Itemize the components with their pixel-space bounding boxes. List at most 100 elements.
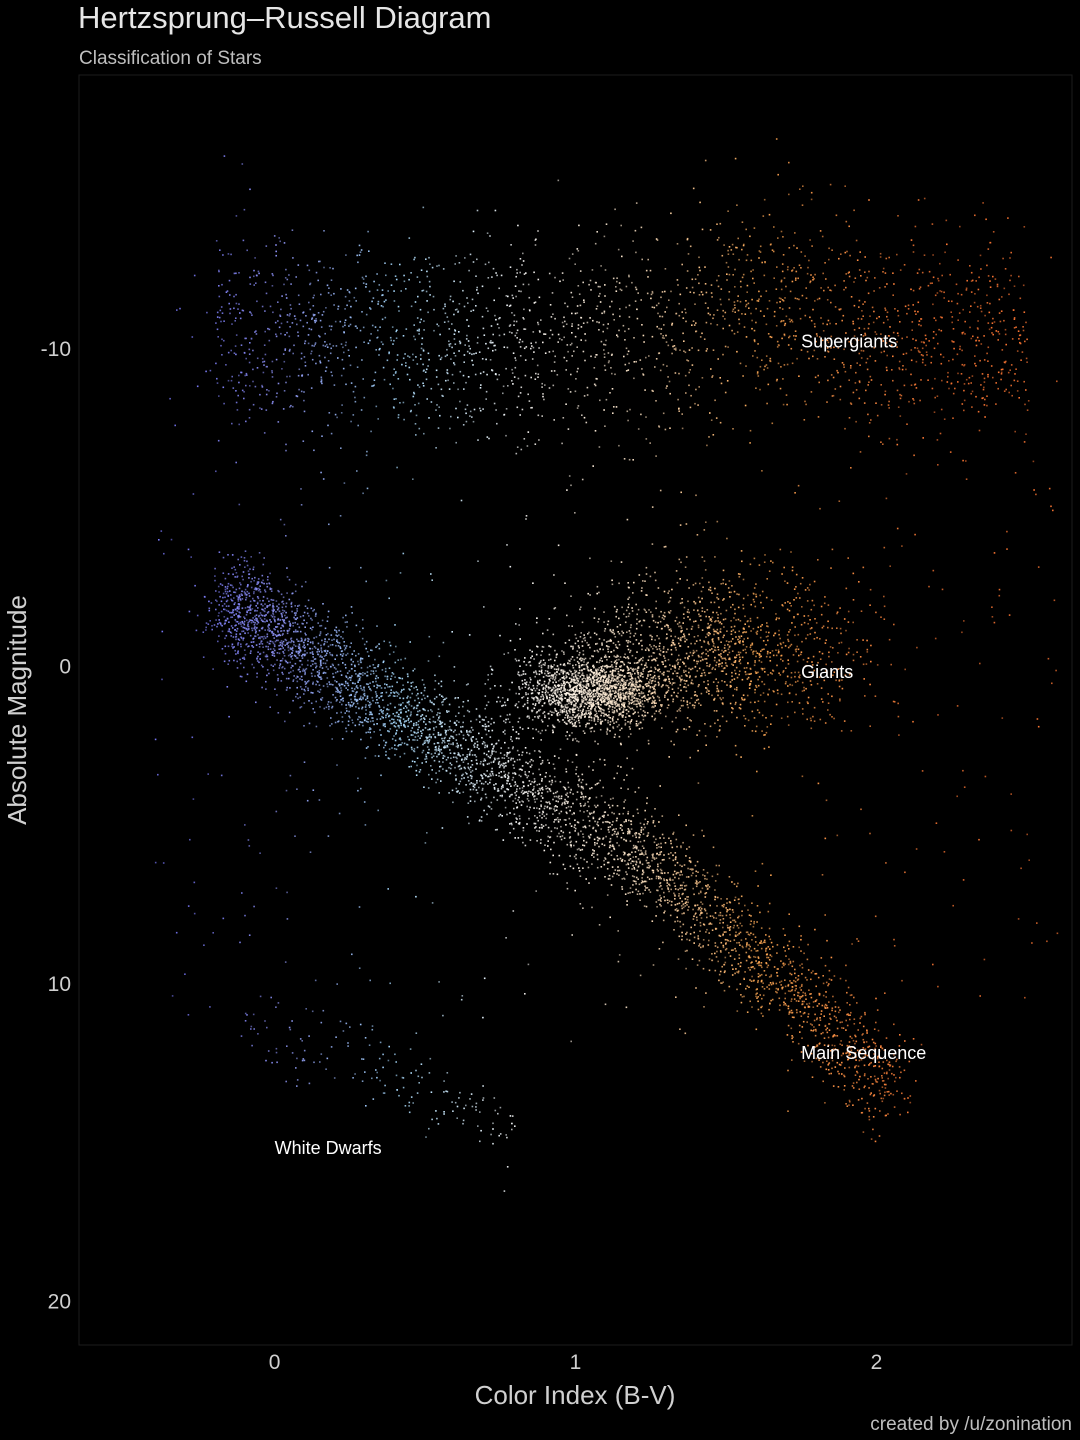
star-point	[974, 362, 976, 365]
star-point	[574, 697, 576, 700]
star-point	[660, 628, 663, 630]
star-point	[951, 340, 954, 343]
star-point	[763, 734, 765, 736]
star-point	[573, 719, 575, 721]
star-point	[911, 321, 914, 323]
star-point	[884, 335, 887, 337]
star-point	[923, 197, 926, 200]
star-point	[327, 424, 329, 427]
star-point	[796, 357, 798, 360]
star-point	[566, 681, 569, 683]
star-point	[625, 698, 627, 700]
star-point	[576, 679, 579, 682]
star-point	[706, 609, 709, 611]
star-point	[793, 335, 795, 337]
star-point	[607, 352, 610, 354]
star-point	[601, 712, 603, 714]
star-point	[396, 359, 398, 361]
star-point	[884, 272, 887, 274]
star-point	[668, 299, 670, 301]
star-point	[741, 560, 743, 563]
star-point	[910, 384, 913, 386]
star-point	[555, 674, 558, 676]
star-point	[866, 648, 869, 651]
star-point	[653, 685, 656, 687]
star-point	[583, 692, 586, 695]
star-point	[642, 676, 644, 678]
star-point	[496, 323, 499, 326]
star-point	[667, 376, 669, 378]
star-point	[311, 318, 313, 320]
star-point	[550, 699, 552, 702]
star-point	[647, 694, 649, 696]
star-point	[882, 443, 884, 445]
star-point	[618, 582, 620, 585]
star-point	[505, 408, 508, 410]
star-point	[657, 684, 660, 687]
star-point	[560, 697, 562, 699]
star-point	[701, 556, 704, 558]
star-point	[1012, 309, 1015, 311]
star-point	[590, 712, 592, 715]
star-point	[655, 358, 658, 360]
star-point	[791, 684, 794, 687]
star-point	[778, 617, 780, 620]
star-point	[794, 675, 796, 678]
star-point	[612, 642, 615, 644]
star-point	[417, 384, 419, 386]
star-point	[329, 267, 331, 269]
star-point	[608, 694, 610, 697]
star-point	[827, 351, 830, 353]
star-point	[281, 368, 283, 370]
star-point	[552, 691, 555, 694]
star-point	[865, 279, 867, 282]
star-point	[538, 439, 540, 441]
star-point	[811, 664, 814, 666]
star-point	[453, 382, 455, 384]
star-point	[349, 323, 352, 326]
star-point	[615, 286, 617, 288]
star-point	[439, 358, 442, 361]
star-point	[665, 334, 667, 337]
star-point	[765, 636, 768, 638]
star-point	[642, 580, 644, 582]
star-point	[794, 279, 797, 281]
star-point	[967, 382, 970, 385]
star-point	[410, 409, 412, 412]
star-point	[747, 302, 750, 305]
star-point	[540, 669, 543, 672]
star-point	[647, 673, 649, 676]
star-point	[840, 632, 842, 635]
star-point	[579, 703, 582, 705]
star-point	[472, 364, 474, 366]
star-point	[683, 340, 685, 342]
star-point	[919, 399, 921, 402]
star-point	[277, 421, 280, 423]
star-point	[529, 681, 531, 684]
star-point	[666, 670, 669, 672]
star-point	[542, 395, 544, 398]
star-point	[600, 667, 603, 669]
star-point	[736, 686, 738, 689]
star-point	[654, 639, 656, 641]
star-point	[658, 677, 661, 680]
star-point	[576, 706, 579, 708]
star-point	[453, 280, 455, 283]
star-point	[544, 670, 547, 672]
star-point	[632, 709, 635, 711]
star-point	[451, 346, 453, 349]
star-point	[1005, 343, 1007, 346]
star-point	[395, 278, 398, 281]
star-point	[381, 318, 384, 321]
star-point	[568, 639, 571, 641]
star-point	[736, 204, 738, 206]
star-point	[754, 701, 756, 704]
star-point	[618, 735, 621, 738]
star-point	[582, 350, 585, 353]
star-point	[751, 642, 754, 645]
star-point	[780, 288, 783, 291]
star-point	[528, 717, 531, 719]
star-point	[326, 284, 329, 287]
star-point	[832, 394, 835, 397]
star-point	[534, 244, 537, 246]
